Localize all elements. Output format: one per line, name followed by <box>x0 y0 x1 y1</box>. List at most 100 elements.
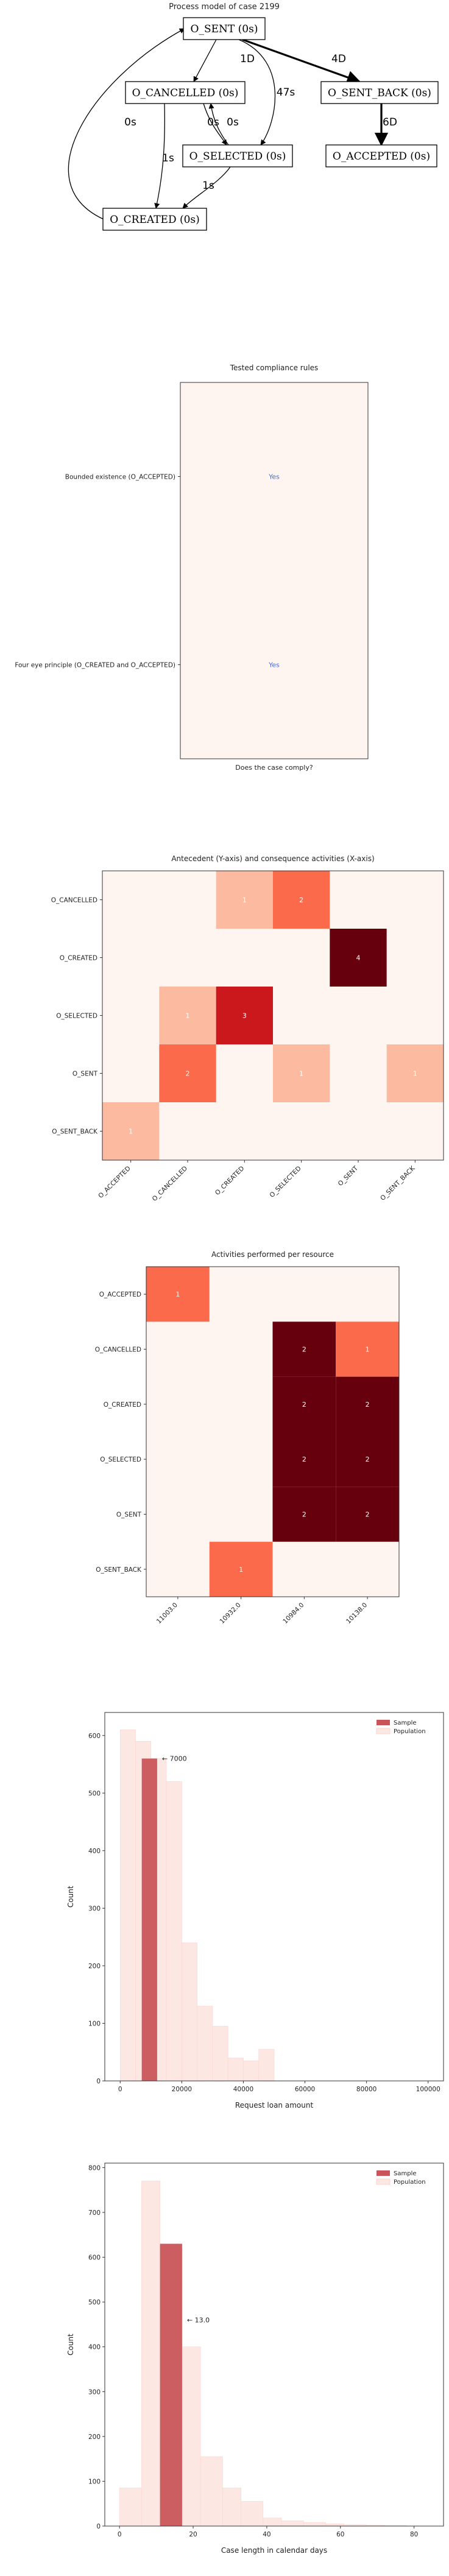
node-created: O_CREATED (0s) <box>102 208 207 231</box>
heatmap-cell <box>386 1044 444 1102</box>
table-cell-area <box>180 382 369 759</box>
y-tick-label: O_SELECTED <box>100 1456 141 1463</box>
cell-value: 2 <box>366 1455 370 1463</box>
y-tick-label: 300 <box>88 2388 101 2396</box>
y-tick-label: 600 <box>88 2254 101 2262</box>
population-bar <box>222 2488 241 2527</box>
rule-label: Four eye principle (O_CREATED and O_ACCE… <box>15 662 175 669</box>
edge-label: 1s <box>202 180 214 192</box>
population-bar <box>281 2520 304 2527</box>
rule-label: Bounded existence (O_ACCEPTED) <box>65 474 175 481</box>
x-tick-label: O_SELECTED <box>268 1165 302 1199</box>
heatmap-cell <box>272 1321 336 1377</box>
heatmap-cell <box>272 1487 336 1542</box>
heatmap-cell <box>273 1044 330 1102</box>
population-bar <box>243 2060 260 2082</box>
cell-value: 1 <box>239 1566 243 1574</box>
legend-swatch <box>376 1728 391 1734</box>
x-tick-label: 10138.0 <box>345 1602 369 1625</box>
y-tick-label: O_SENT_BACK <box>52 1128 98 1136</box>
population-bar <box>263 2518 282 2527</box>
cell-value: 1 <box>299 1070 303 1078</box>
cell-value: 4 <box>356 954 361 962</box>
population-bar <box>182 2346 201 2527</box>
population-bar <box>303 2522 326 2527</box>
legend-swatch <box>376 2178 391 2185</box>
compliance-rules-chart: Tested compliance rules Bounded existence… <box>15 364 369 772</box>
x-axis-label: Case length in calendar days <box>221 2546 327 2555</box>
heatmap-cell <box>209 1541 273 1597</box>
x-tick-label: 10984.0 <box>281 1602 305 1625</box>
cell-value: 2 <box>302 1346 306 1354</box>
population-bar <box>200 2456 223 2527</box>
heatmap-cell <box>336 1321 399 1377</box>
chart-title: Activities performed per resource <box>211 1250 334 1259</box>
node-box <box>183 17 266 40</box>
edge-label: 6D <box>383 116 397 128</box>
heatmap-cell <box>272 1432 336 1487</box>
x-tick-label: O_SENT_BACK <box>379 1164 417 1202</box>
cell-value: 1 <box>175 1290 180 1298</box>
sample-bar <box>141 1758 157 2081</box>
sample-annotation: ← 7000 <box>162 1755 187 1763</box>
x-tick-label: 20 <box>189 2531 197 2538</box>
y-tick-label: O_SENT <box>72 1071 98 1078</box>
heatmap-cell <box>330 929 387 987</box>
cell-value: 2 <box>366 1401 370 1409</box>
edge-cancelled-created <box>154 103 165 209</box>
x-tick-label: 60 <box>336 2531 344 2538</box>
y-tick-label: O_CREATED <box>60 955 97 962</box>
loan-amount-histogram: 0 20000 40000 60000 80000 100000 0 100 200 300 400… <box>66 1712 444 2110</box>
y-tick-label: 100 <box>88 2478 101 2485</box>
x-tick-label: 0 <box>118 2086 122 2093</box>
legend-label: Population <box>394 2179 426 2186</box>
heatmap-cell <box>216 871 273 929</box>
sample-bar <box>160 2243 182 2526</box>
cell-value: 1 <box>186 1012 190 1020</box>
edge-label: 47s <box>277 86 295 99</box>
x-tick-label: O_ACCEPTED <box>97 1165 132 1200</box>
y-axis-label: Count <box>66 1885 75 1907</box>
cell-value: 2 <box>302 1511 306 1519</box>
compliance-value: Yes <box>268 473 280 481</box>
edge-label: 0s <box>207 116 219 128</box>
compliance-value: Yes <box>268 661 280 669</box>
node-label: O_SELECTED (0s) <box>189 150 286 163</box>
legend-swatch <box>377 2170 390 2176</box>
node-label: O_ACCEPTED (0s) <box>333 150 430 163</box>
edge-label: 1s <box>162 152 174 164</box>
y-tick-label: O_CANCELLED <box>51 897 97 904</box>
population-bar <box>258 2049 275 2082</box>
heatmap-cell <box>273 871 330 929</box>
plot-frame <box>104 2163 444 2527</box>
cell-value: 2 <box>186 1070 190 1078</box>
heatmap-cell <box>336 1376 399 1432</box>
cell-value: 1 <box>366 1346 370 1354</box>
heatmap-cell <box>102 1102 160 1160</box>
node-label: O_CREATED (0s) <box>110 214 200 226</box>
population-bar <box>212 2025 228 2082</box>
y-tick-label: 300 <box>88 1905 101 1912</box>
node-label: O_SENT (0s) <box>191 23 258 35</box>
x-tick-label: O_SENT <box>337 1164 360 1188</box>
y-axis-label: Count <box>66 2334 75 2356</box>
y-tick-label: O_SENT <box>116 1511 142 1519</box>
y-tick-label: O_SENT_BACK <box>96 1566 142 1574</box>
edge-sent-cancelled <box>193 39 217 82</box>
chart-title: Tested compliance rules <box>230 364 319 372</box>
heatmap-cell <box>146 1267 210 1322</box>
population-bar <box>166 1781 182 2082</box>
cell-value: 1 <box>413 1070 417 1078</box>
population-bar <box>141 2181 160 2527</box>
process-model-graph: Process model of case 2199 1D 47s 4D 6D 0s 0s… <box>68 2 439 231</box>
legend-label: Population <box>394 1728 426 1735</box>
edge-label: 0s <box>124 116 136 128</box>
y-tick-label: O_ACCEPTED <box>99 1291 141 1298</box>
y-tick-label: 500 <box>88 1790 101 1797</box>
y-tick-label: 400 <box>88 1848 101 1855</box>
edge-created-sent <box>68 28 185 220</box>
chart-title: Antecedent (Y-axis) and consequence acti… <box>171 854 374 863</box>
x-tick-label: 80 <box>410 2531 418 2538</box>
y-tick-label: 500 <box>88 2299 101 2306</box>
